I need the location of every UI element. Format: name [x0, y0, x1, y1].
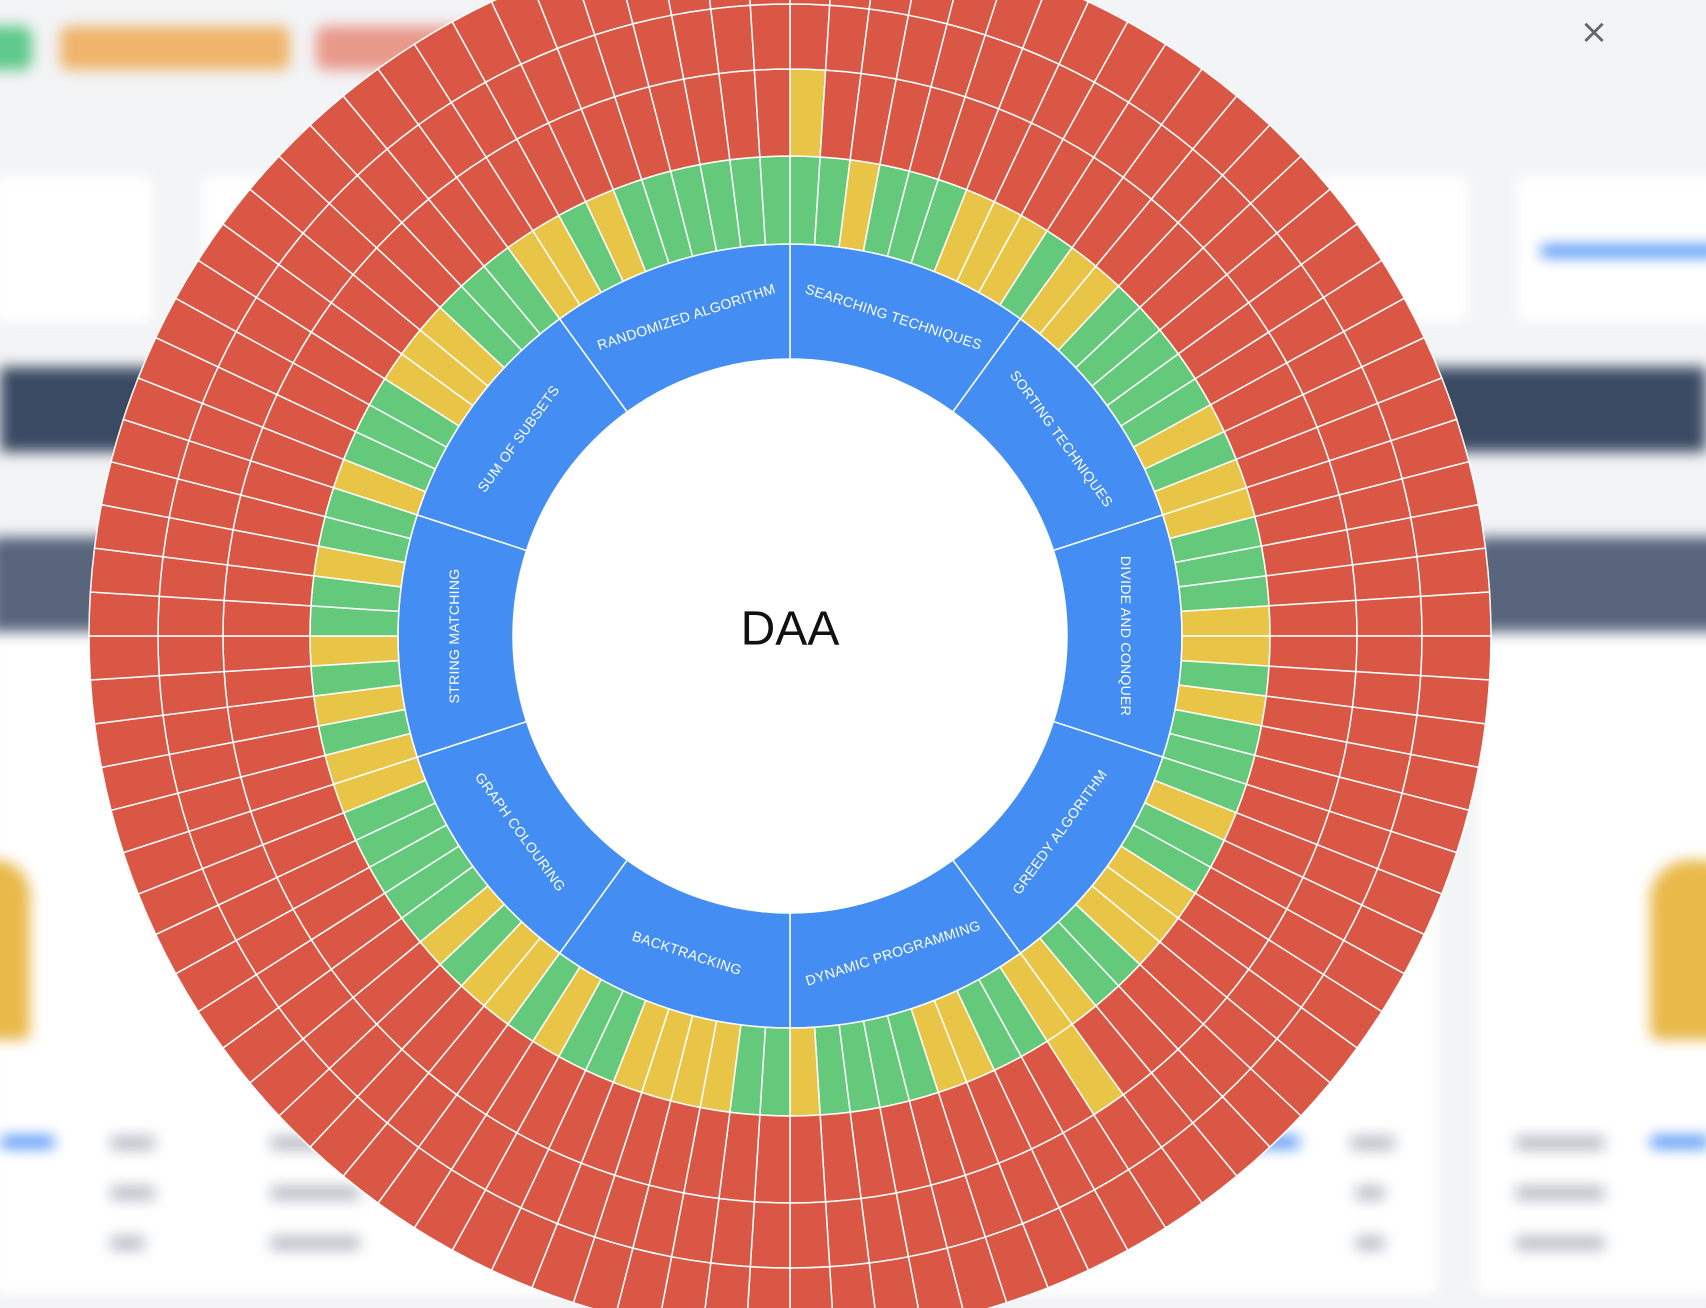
- item-segment-r3[interactable]: [157, 635, 225, 677]
- item-segment-r3[interactable]: [1355, 595, 1423, 637]
- item-segment-r4[interactable]: [1419, 635, 1492, 681]
- bg-text-9: [1355, 1236, 1385, 1250]
- bg-text-8: [1355, 1186, 1385, 1200]
- item-segment-r3[interactable]: [1355, 635, 1423, 677]
- bg-bar-1: [0, 1136, 55, 1148]
- item-segment-r4[interactable]: [746, 1265, 791, 1308]
- bg-pill-green: [0, 26, 32, 70]
- item-segment-r3[interactable]: [749, 1201, 791, 1269]
- chart-segments: [88, 0, 1492, 1308]
- item-segment-r4[interactable]: [89, 674, 164, 725]
- bg-text-6: [270, 1236, 360, 1250]
- close-icon[interactable]: ×: [1579, 12, 1609, 52]
- bg-text-5: [270, 1186, 360, 1200]
- category-segment[interactable]: [1052, 513, 1183, 759]
- item-segment-r3[interactable]: [749, 3, 791, 71]
- bg-text-2: [110, 1186, 155, 1200]
- bg-text-7: [1350, 1136, 1395, 1150]
- bg-text-12: [1515, 1236, 1605, 1250]
- item-segment-r3[interactable]: [157, 595, 225, 637]
- bg-bar-top: [1540, 245, 1706, 257]
- bg-text-11: [1515, 1186, 1605, 1200]
- bg-text-3: [110, 1236, 145, 1250]
- item-segment-r3[interactable]: [1351, 555, 1422, 602]
- bg-text-10: [1515, 1136, 1605, 1150]
- item-segment-r3[interactable]: [789, 3, 831, 71]
- item-segment-r2[interactable]: [1268, 599, 1358, 637]
- item-segment-r3[interactable]: [158, 670, 229, 717]
- bg-header-right: [1475, 537, 1706, 632]
- item-segment-r4[interactable]: [828, 1262, 878, 1308]
- item-segment-r3[interactable]: [709, 4, 756, 75]
- category-segment[interactable]: [397, 513, 528, 759]
- bg-avatar-left: [0, 860, 30, 1040]
- item-segment-r1[interactable]: [759, 155, 791, 246]
- chart-center: [513, 359, 1067, 913]
- item-segment-r4[interactable]: [1419, 591, 1492, 637]
- item-segment-r3[interactable]: [789, 1201, 831, 1269]
- item-segment-r4[interactable]: [746, 0, 791, 7]
- bg-text-1: [110, 1136, 155, 1150]
- bg-pill-orange: [60, 26, 290, 70]
- category-label: STRING MATCHING: [446, 569, 462, 704]
- item-segment-r4[interactable]: [1416, 547, 1491, 598]
- item-segment-r4[interactable]: [789, 1265, 834, 1308]
- item-segment-r4[interactable]: [789, 0, 834, 7]
- item-segment-r1[interactable]: [309, 635, 400, 667]
- item-segment-r1[interactable]: [1180, 605, 1271, 637]
- item-segment-r1[interactable]: [789, 1026, 821, 1117]
- item-segment-r4[interactable]: [88, 635, 161, 681]
- bg-avatar-right: [1650, 860, 1706, 1040]
- category-label: DIVIDE AND CONQUER: [1118, 556, 1134, 716]
- bg-bar-3: [1650, 1136, 1706, 1148]
- item-segment-r2[interactable]: [222, 635, 312, 673]
- item-segment-r2[interactable]: [789, 1114, 827, 1204]
- bg-card-1: [0, 175, 155, 325]
- chart-title: DAA: [741, 603, 840, 656]
- item-segment-r2[interactable]: [753, 68, 791, 158]
- item-segment-r4[interactable]: [88, 591, 161, 637]
- item-segment-r3[interactable]: [824, 1197, 871, 1268]
